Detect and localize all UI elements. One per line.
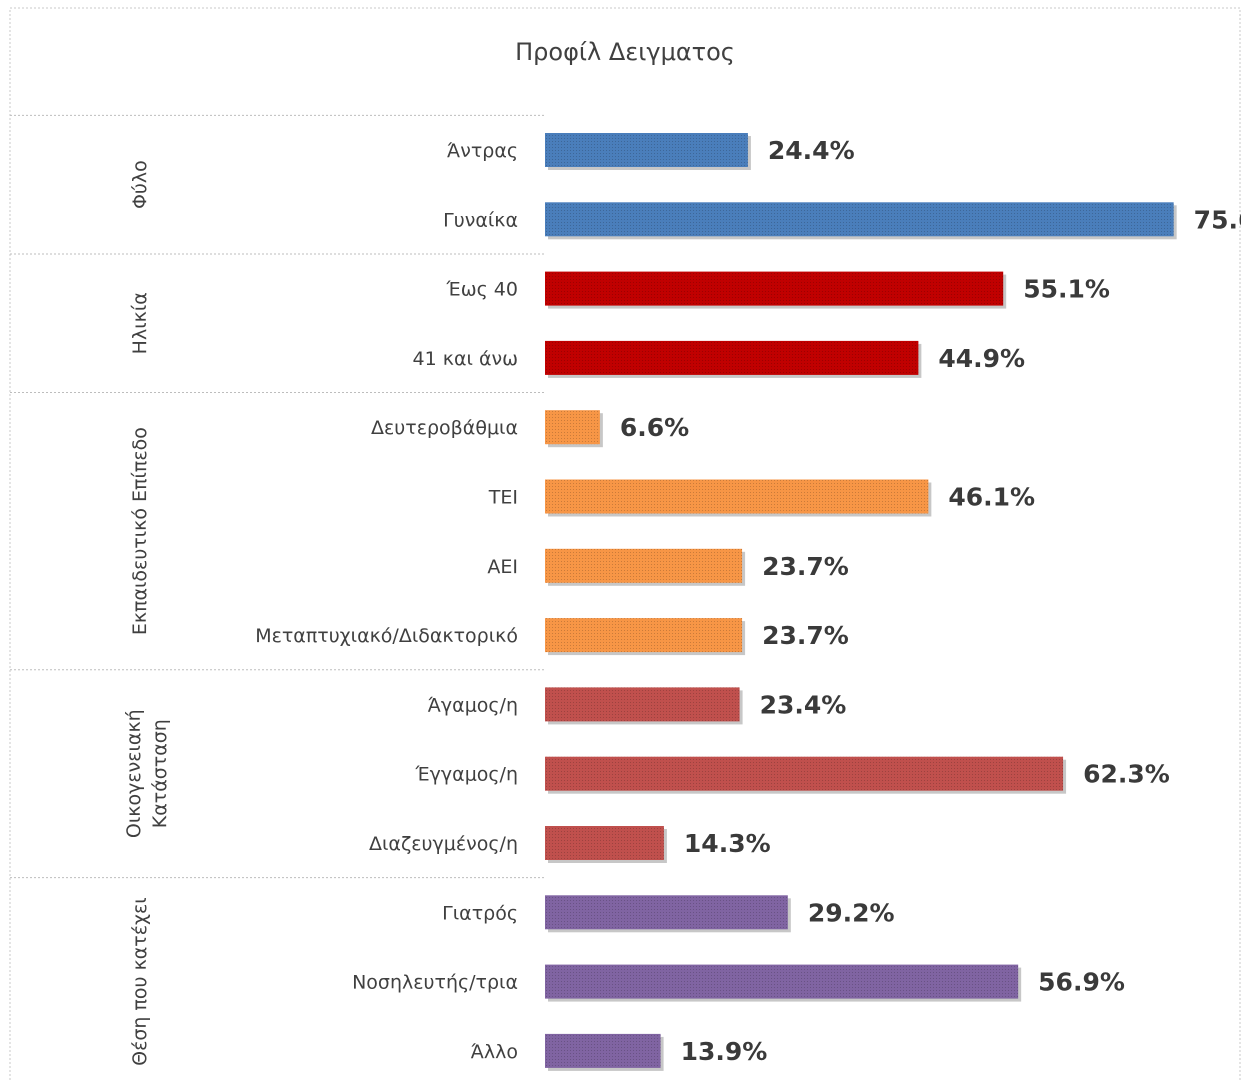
value-label: 24.4% — [768, 136, 855, 165]
group-label: Εκπαιδευτικό Επίπεδο — [129, 427, 151, 635]
category-label: Έως 40 — [446, 279, 518, 301]
value-label: 29.2% — [808, 898, 895, 927]
bar-texture — [545, 618, 743, 653]
value-label: 13.9% — [681, 1037, 768, 1066]
value-label: 46.1% — [948, 483, 1035, 512]
category-label: ΑΕΙ — [487, 556, 518, 578]
bar-texture — [545, 826, 664, 860]
chart-title: Προφίλ Δειγματος — [515, 38, 735, 66]
category-label: Διαζευγμένος/η — [369, 833, 518, 855]
bar-texture — [545, 964, 1019, 999]
value-label: 23.7% — [762, 552, 849, 581]
value-label: 62.3% — [1083, 760, 1170, 789]
value-label: 23.4% — [760, 690, 847, 719]
bar-texture — [545, 1033, 661, 1068]
category-label: Γυναίκα — [443, 209, 518, 231]
bar-texture — [545, 895, 788, 930]
category-label: Έγγαμος/η — [415, 764, 519, 786]
category-label: Γιατρός — [442, 902, 518, 924]
category-label: ΤΕΙ — [488, 487, 518, 509]
category-label: Νοσηλευτής/τρια — [352, 972, 518, 994]
value-label: 56.9% — [1038, 968, 1125, 997]
group-label: Θέση που κατέχει — [129, 897, 151, 1066]
bar-texture — [545, 479, 929, 514]
bar-texture — [545, 202, 1174, 237]
bar-texture — [545, 133, 748, 167]
value-label: 55.1% — [1023, 275, 1110, 304]
bar-texture — [545, 687, 740, 722]
group-label: Οικογενειακή Κατάσταση — [123, 709, 171, 838]
category-label: Μεταπτυχιακό/Διδακτορικό — [255, 625, 518, 647]
bar-texture — [545, 548, 743, 583]
category-label: 41 και άνω — [413, 348, 518, 370]
group-label: Φύλο — [129, 160, 151, 209]
category-label: Άγαμος/η — [428, 694, 518, 716]
bar-texture — [545, 340, 919, 375]
category-label: Άντρας — [447, 140, 518, 162]
bar-texture — [545, 756, 1064, 791]
value-label: 44.9% — [938, 344, 1025, 373]
value-label: 14.3% — [684, 829, 771, 858]
category-label: Άλλο — [471, 1041, 518, 1063]
value-label: 6.6% — [620, 413, 689, 442]
value-label: 23.7% — [762, 621, 849, 650]
value-label: 75.6% — [1194, 205, 1241, 234]
bar-texture — [545, 271, 1004, 306]
group-label: Ηλικία — [129, 292, 151, 354]
category-label: Δευτεροβάθμια — [371, 417, 518, 439]
bar-texture — [545, 410, 600, 445]
